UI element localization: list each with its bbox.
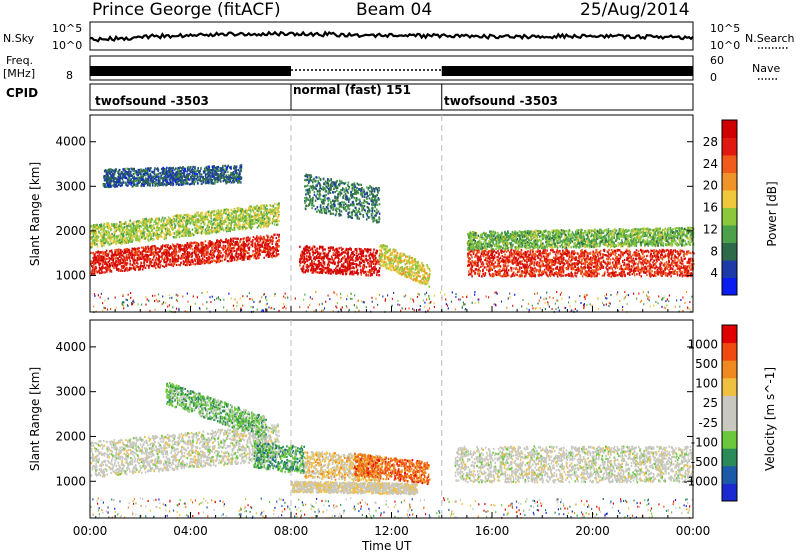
velocity-colorbar-seg-8 xyxy=(722,342,737,361)
velocity-colorbar-seg-5 xyxy=(722,395,737,414)
velocity-colorbar-seg-7 xyxy=(722,360,737,379)
xtick-label-2: 08:00 xyxy=(274,524,309,538)
freq-block-3 xyxy=(441,66,693,76)
power-ytick-label-3000: 3000 xyxy=(55,179,86,193)
power-colorbar-seg-6 xyxy=(722,172,737,191)
xtick-label-0: 00:00 xyxy=(73,524,108,538)
velocity-colorbar-seg-9 xyxy=(722,325,737,344)
nsky-top-tick: 10^5 xyxy=(52,22,83,35)
freq-block-1 xyxy=(90,66,291,76)
freq-value: 8 xyxy=(66,69,73,82)
date-label: 25/Aug/2014 xyxy=(580,0,690,20)
power-colorbar-seg-1 xyxy=(722,260,737,278)
velocity-colorbar-seg-6 xyxy=(722,377,737,396)
cpid-segment-2: normal (fast) 151 xyxy=(293,83,411,97)
power-colorbar-seg-3 xyxy=(722,225,737,243)
power-colorbar-tick-0: 28 xyxy=(703,135,718,149)
xtick-label-4: 16:00 xyxy=(475,524,510,538)
freq-unit: [MHz] xyxy=(3,67,36,80)
power-colorbar-tick-1: 24 xyxy=(703,157,718,171)
nsearch-top-tick: 10^5 xyxy=(710,22,741,35)
velocity-colorbar-tick-7: -1000 xyxy=(683,474,718,488)
power-colorbar-seg-0 xyxy=(722,277,737,296)
beam-label: Beam 04 xyxy=(356,0,433,20)
nsky-trace xyxy=(89,30,694,43)
nsearch-label: N.Search xyxy=(745,32,795,45)
velocity-colorbar-tick-3: 25 xyxy=(703,396,718,410)
nsky-label: N.Sky xyxy=(3,32,35,45)
velocity-ytick-label-4000: 4000 xyxy=(55,340,86,354)
x-axis-title: Time UT xyxy=(362,539,412,553)
velocity-colorbar-tick-2: 100 xyxy=(695,377,718,391)
velocity-colorbar-seg-2 xyxy=(722,448,737,467)
velocity-ytick-label-2000: 2000 xyxy=(55,429,86,443)
power-colorbar-tick-4: 12 xyxy=(703,222,718,236)
velocity-colorbar-seg-1 xyxy=(722,465,737,484)
velocity-colorbar-tick-4: -25 xyxy=(698,416,718,430)
station-title: Prince George (fitACF) xyxy=(92,0,281,20)
xtick-label-6: 00:00 xyxy=(676,524,711,538)
velocity-colorbar-frame xyxy=(721,324,738,502)
velocity-colorbar-seg-4 xyxy=(722,413,737,432)
power-ytick-label-1000: 1000 xyxy=(55,268,86,282)
power-colorbar-tick-3: 16 xyxy=(703,201,718,215)
power-colorbar-frame xyxy=(721,119,738,296)
cpid-label: CPID xyxy=(6,86,39,100)
nsky-strip-frame xyxy=(89,21,694,51)
power-colorbar-tick-5: 8 xyxy=(710,244,718,258)
nave-top-tick: 60 xyxy=(710,54,724,67)
nsky-bottom-tick: 10^0 xyxy=(52,39,83,52)
velocity-colorbar-tick-5: -100 xyxy=(691,435,718,449)
nsearch-bottom-tick: 10^0 xyxy=(710,39,741,52)
power-colorbar-seg-8 xyxy=(722,137,737,156)
nave-label: Nave xyxy=(752,62,781,75)
xtick-label-5: 20:00 xyxy=(575,524,610,538)
xtick-label-1: 04:00 xyxy=(173,524,208,538)
velocity-colorbar-tick-0: 1000 xyxy=(687,338,718,352)
cpid-segment-3: twofsound -3503 xyxy=(444,94,558,108)
velocity-ytick-label-1000: 1000 xyxy=(55,474,86,488)
nave-bottom-tick: 0 xyxy=(710,71,717,84)
freq-label: Freq. xyxy=(6,54,34,67)
power-colorbar-seg-4 xyxy=(722,207,737,226)
power-scatter-layer xyxy=(90,164,695,314)
power-colorbar-seg-2 xyxy=(722,242,737,261)
power-ytick-label-2000: 2000 xyxy=(55,224,86,238)
xtick-label-3: 12:00 xyxy=(374,524,409,538)
power-colorbar-seg-5 xyxy=(722,190,737,208)
power-colorbar-seg-7 xyxy=(722,155,737,173)
power-colorbar-tick-2: 20 xyxy=(703,179,718,193)
cpid-strip-frame xyxy=(89,83,694,111)
power-colorbar-tick-6: 4 xyxy=(710,266,718,280)
velocity-colorbar-tick-6: -500 xyxy=(691,455,718,469)
power-colorbar-seg-9 xyxy=(722,120,737,138)
velocity-colorbar-seg-0 xyxy=(722,483,737,502)
power-ytick-label-4000: 4000 xyxy=(55,135,86,149)
velocity-scatter-layer xyxy=(90,382,695,520)
velocity-ytick-label-3000: 3000 xyxy=(55,385,86,399)
cpid-segment-1: twofsound -3503 xyxy=(95,94,209,108)
velocity-colorbar-seg-3 xyxy=(722,430,737,449)
power-panel-frame xyxy=(89,114,694,313)
velocity-colorbar-tick-1: 500 xyxy=(695,357,718,371)
